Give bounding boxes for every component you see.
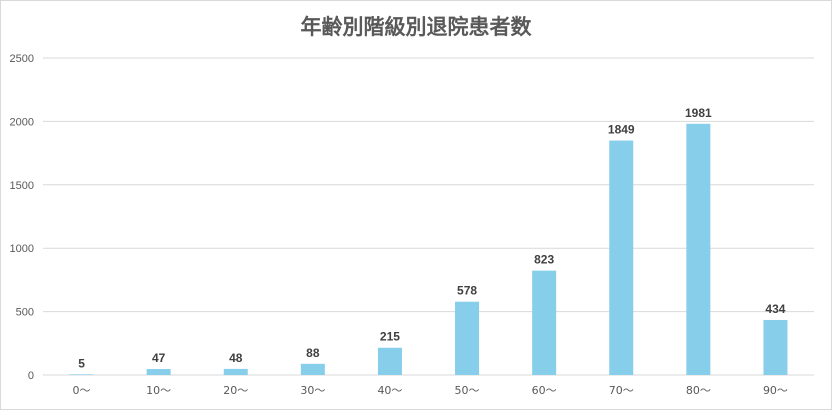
- chart-title: 年齢別階級別退院患者数: [300, 15, 532, 39]
- bar: [377, 347, 402, 375]
- bar: [686, 123, 711, 375]
- bar: [300, 363, 325, 375]
- data-label: 434: [765, 302, 785, 316]
- bar: [223, 368, 248, 375]
- bar: [455, 301, 480, 375]
- y-tick-label: 500: [16, 307, 34, 319]
- x-tick-label: 10〜: [146, 384, 171, 397]
- data-label: 823: [534, 253, 554, 267]
- x-tick-label: 60〜: [532, 384, 557, 397]
- x-tick-label: 80〜: [686, 384, 711, 397]
- data-label: 1981: [685, 106, 712, 120]
- x-tick-label: 70〜: [609, 384, 634, 397]
- data-label: 5: [78, 356, 85, 370]
- data-label: 578: [457, 284, 477, 298]
- y-tick-label: 2000: [10, 116, 34, 128]
- x-tick-label: 50〜: [455, 384, 480, 397]
- x-tick-label: 40〜: [377, 384, 402, 397]
- data-label: 215: [380, 330, 400, 344]
- bar: [146, 369, 171, 375]
- bar: [763, 319, 788, 375]
- bar: [69, 374, 94, 375]
- data-label: 47: [152, 351, 166, 365]
- y-tick-label: 1000: [10, 243, 34, 255]
- x-tick-label: 30〜: [300, 384, 325, 397]
- y-tick-label: 2500: [10, 53, 34, 65]
- data-label: 88: [306, 346, 320, 360]
- bar: [609, 140, 634, 375]
- bar: [532, 270, 557, 375]
- x-tick-label: 20〜: [223, 384, 248, 397]
- data-label: 1849: [608, 123, 635, 137]
- data-label: 48: [229, 351, 243, 365]
- y-tick-label: 0: [28, 370, 34, 382]
- x-tick-label: 90〜: [763, 384, 788, 397]
- y-tick-label: 1500: [10, 180, 34, 192]
- x-tick-label: 0〜: [73, 384, 91, 397]
